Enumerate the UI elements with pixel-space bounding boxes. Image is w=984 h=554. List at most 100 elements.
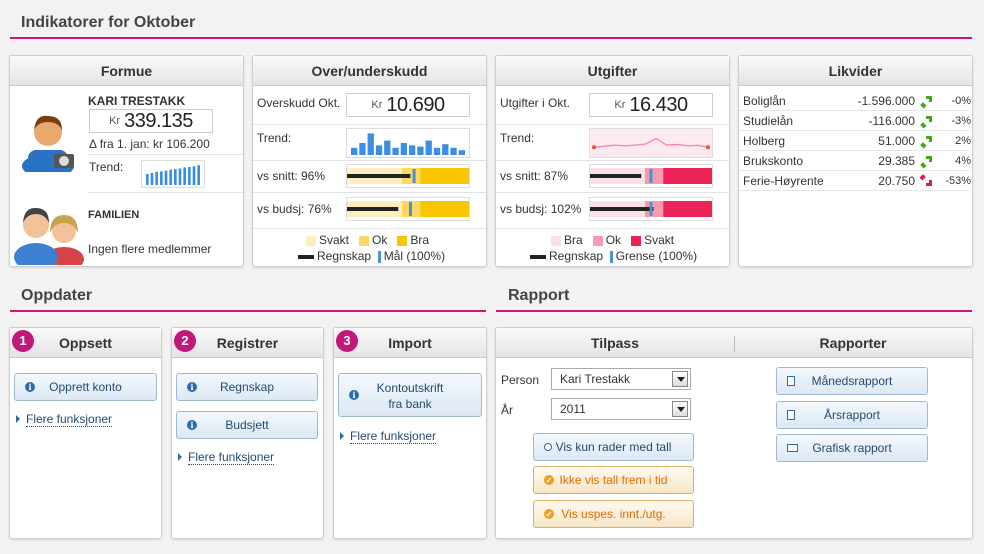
tilpass-title: Tilpass xyxy=(591,335,639,351)
bullet-actual xyxy=(590,174,642,178)
budget-button[interactable]: i Budsjett xyxy=(176,411,318,439)
over-legend-row2: Regnskap Mål (100%) xyxy=(298,249,445,263)
likvider-value: -116.000 xyxy=(868,114,915,128)
show-rows-label: Vis kun rader med tall xyxy=(555,440,672,454)
trend-bar xyxy=(183,167,186,185)
likvider-value: 51.000 xyxy=(878,134,915,148)
trend-bar xyxy=(178,168,182,185)
show-rows-with-numbers-button[interactable]: Vis kun rader med tall xyxy=(533,433,694,461)
trend-bar xyxy=(433,147,441,155)
monthly-report-button[interactable]: Månedsrapport xyxy=(776,367,928,395)
legend-bra: Bra xyxy=(410,233,430,247)
check-icon: ✓ xyxy=(544,475,554,485)
more-functions-link[interactable]: Flere funksjoner xyxy=(188,450,275,465)
trend-bar xyxy=(164,170,168,185)
bullet-band xyxy=(420,201,469,217)
likvider-row[interactable]: Ferie-Høyrente 20.750 -53% xyxy=(739,171,973,191)
person-select[interactable]: Kari Trestakk xyxy=(551,368,691,390)
utg-title: Utgifter xyxy=(496,56,729,86)
bullet-target xyxy=(649,169,653,183)
person-label: Person xyxy=(501,373,540,387)
over-trend-chart xyxy=(346,128,470,158)
year-select[interactable]: 2011 xyxy=(551,398,691,420)
over-budsj-label: vs budsj: 76% xyxy=(257,202,332,216)
likvider-pct: -0% xyxy=(951,95,971,107)
bullet-actual xyxy=(347,174,411,178)
likvider-row[interactable]: Brukskonto 29.385 4% xyxy=(739,151,973,171)
document-icon xyxy=(787,376,795,386)
trend-down-arrow-icon xyxy=(919,174,932,186)
chevron-down-icon xyxy=(672,371,688,387)
legend-regnskap: Regnskap xyxy=(317,249,372,263)
section-title-report: Rapport xyxy=(508,287,570,304)
link-arrow-icon xyxy=(16,415,20,423)
oppsett-title: Oppsett xyxy=(10,328,161,358)
more-functions-link[interactable]: Flere funksjoner xyxy=(350,429,437,444)
monthly-report-label: Månedsrapport xyxy=(811,374,893,388)
likvider-title: Likvider xyxy=(739,56,972,86)
bank-statement-button[interactable]: i Kontoutskrift fra bank xyxy=(338,373,482,417)
bullet-band xyxy=(663,168,712,184)
info-icon: i xyxy=(187,420,197,430)
likvider-card: Likvider Boliglån -1.596.000 -0% Studiel… xyxy=(738,55,973,267)
trend-bar xyxy=(417,146,424,155)
person-name: KARI TRESTAKK xyxy=(88,94,186,108)
family-text: Ingen flere medlemmer xyxy=(88,242,212,256)
trend-bar xyxy=(197,165,200,185)
likvider-row[interactable]: Studielån -116.000 -3% xyxy=(739,111,973,131)
trend-up-arrow-icon xyxy=(920,136,932,149)
likvider-row[interactable]: Holberg 51.000 2% xyxy=(739,131,973,151)
more-functions-link[interactable]: Flere funksjoner xyxy=(26,412,113,427)
accounting-button[interactable]: i Regnskap xyxy=(176,373,318,401)
likvider-table: Boliglån -1.596.000 -0% Studielån -116.0… xyxy=(739,91,973,201)
likvider-name: Boliglån xyxy=(743,94,786,108)
over-card: Over/underskudd Overskudd Okt. Kr 10.690 … xyxy=(252,55,487,267)
link-arrow-icon xyxy=(340,432,344,440)
bullet-actual xyxy=(347,207,399,211)
utg-value-box: Kr 16.430 xyxy=(589,93,713,117)
over-trend-label: Trend: xyxy=(257,131,292,145)
family-label: FAMILIEN xyxy=(88,209,140,221)
legend-ok: Ok xyxy=(372,233,388,247)
show-unspecified-button[interactable]: ✓ Vis uspes. innt./utg. xyxy=(533,500,694,528)
trend-line xyxy=(593,137,709,148)
formue-value: 339.135 xyxy=(124,110,193,132)
utg-budsj-label: vs budsj: 102% xyxy=(500,202,582,216)
bullet-band xyxy=(401,168,421,184)
person-select-value: Kari Trestakk xyxy=(560,372,631,386)
show-unspecified-label: Vis uspes. innt./utg. xyxy=(561,507,666,521)
over-legend-row1: Svakt Ok Bra xyxy=(306,233,429,247)
legend-svakt: Svakt xyxy=(319,233,350,247)
budget-label: Budsjett xyxy=(225,418,269,432)
likvider-row[interactable]: Boliglån -1.596.000 -0% xyxy=(739,91,973,111)
trend-point xyxy=(592,145,596,150)
create-account-button[interactable]: i Opprett konto xyxy=(14,373,157,401)
chevron-down-icon xyxy=(672,401,688,417)
legend-regnskap: Regnskap xyxy=(549,249,604,263)
legend-ok: Ok xyxy=(605,233,622,247)
currency-label: Kr xyxy=(371,99,383,111)
trend-up-arrow-icon xyxy=(920,96,932,109)
section-rule xyxy=(496,310,972,312)
utg-snitt-bullet xyxy=(589,164,713,188)
trend-up-arrow-icon xyxy=(920,156,932,169)
yearly-report-button[interactable]: Årsrapport xyxy=(776,401,928,429)
rapporter-title: Rapporter xyxy=(819,335,887,351)
check-icon: ✓ xyxy=(544,509,554,519)
bullet-target xyxy=(412,169,416,183)
over-budsj-bullet xyxy=(346,197,470,221)
likvider-name: Holberg xyxy=(743,134,786,148)
bank-statement-label-line1: Kontoutskrift xyxy=(376,381,444,395)
utg-trend-label: Trend: xyxy=(500,131,535,145)
over-value-box: Kr 10.690 xyxy=(346,93,470,117)
graphic-report-button[interactable]: Grafisk rapport xyxy=(776,434,928,462)
trend-bar xyxy=(359,143,366,155)
info-icon: i xyxy=(349,390,359,400)
trend-bar xyxy=(188,166,191,185)
legend-maal: Mål (100%) xyxy=(383,249,446,263)
document-icon xyxy=(787,410,795,420)
hide-future-button[interactable]: ✓ Ikke vis tall frem i tid xyxy=(533,466,694,494)
legend-svakt: Svakt xyxy=(644,233,675,247)
accounting-label: Regnskap xyxy=(219,380,275,394)
registrer-title: Registrer xyxy=(172,328,323,358)
